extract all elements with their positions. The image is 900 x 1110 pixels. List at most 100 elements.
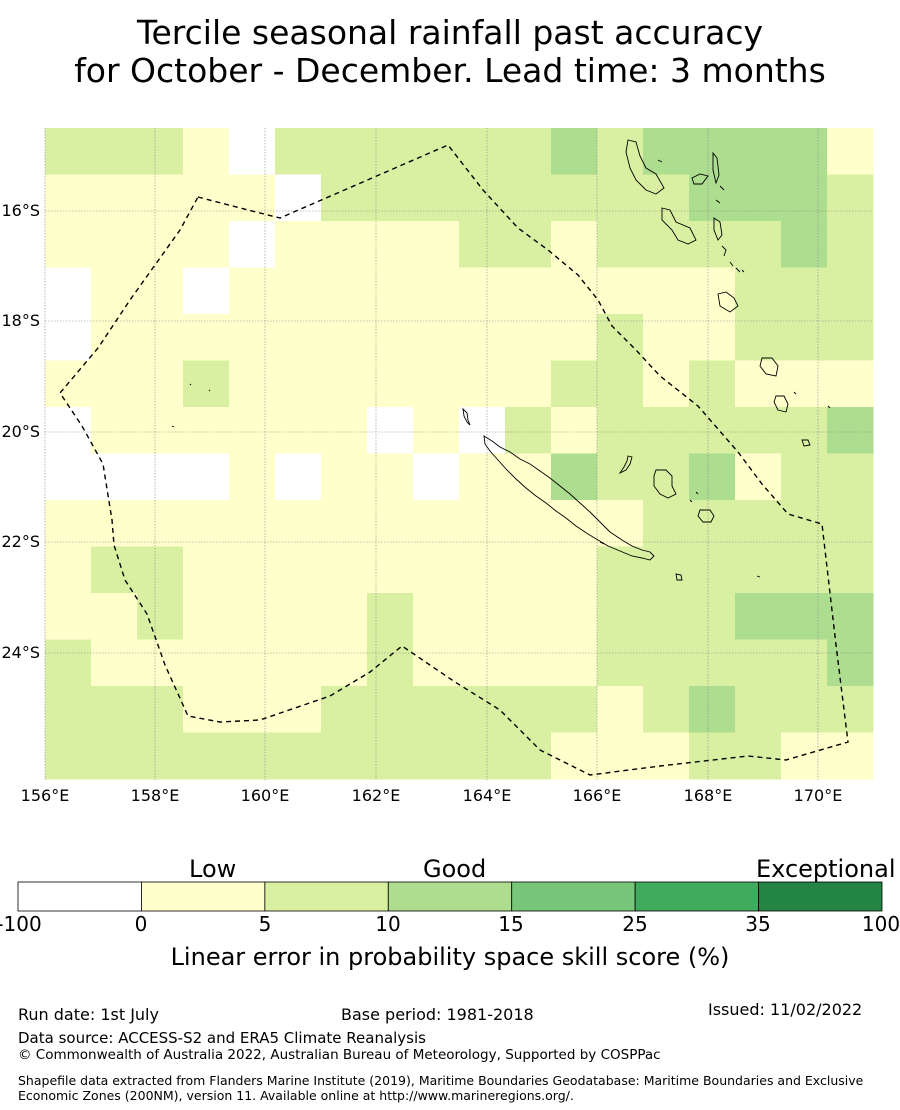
grid-cell xyxy=(275,732,322,780)
grid-cell xyxy=(137,267,184,315)
longitude-label: 160°E xyxy=(240,786,290,805)
grid-cell xyxy=(505,639,552,687)
category-label-good: Good xyxy=(423,855,487,883)
grid-cell xyxy=(137,732,184,780)
grid-cell xyxy=(183,360,230,408)
colorbar-segment xyxy=(264,881,389,912)
grid-cell xyxy=(229,128,276,175)
grid-cell xyxy=(91,407,138,454)
grid-cell xyxy=(505,453,552,501)
grid-cell xyxy=(413,500,460,547)
grid-cell xyxy=(229,593,276,640)
grid-cell xyxy=(781,500,828,547)
grid-cell xyxy=(505,593,552,640)
grid-cell xyxy=(229,174,276,222)
grid-cell xyxy=(91,360,138,408)
grid-cell xyxy=(735,593,782,640)
grid-cell xyxy=(367,128,414,175)
grid-cell xyxy=(367,500,414,547)
grid-cell xyxy=(183,593,230,640)
grid-cell xyxy=(229,686,276,733)
grid-cell xyxy=(551,360,598,408)
grid-cell xyxy=(459,500,506,547)
graticule xyxy=(44,128,872,780)
grid-cell xyxy=(551,732,598,780)
grid-cell xyxy=(459,639,506,687)
grid-cell xyxy=(505,221,552,268)
grid-cell xyxy=(689,128,736,175)
grid-cell xyxy=(413,686,460,733)
lifou-island xyxy=(653,469,677,499)
grid-cell xyxy=(137,221,184,268)
latitude-label: 24°S xyxy=(1,643,40,662)
colorbar-tick: 10 xyxy=(375,912,401,936)
grid-cell xyxy=(735,453,782,501)
grid-cell xyxy=(321,593,368,640)
grid-cell xyxy=(275,593,322,640)
grid-cell xyxy=(45,174,92,222)
grid-cell xyxy=(45,546,92,594)
grid-cell xyxy=(229,360,276,408)
grid-cell xyxy=(137,174,184,222)
grid-cell xyxy=(275,360,322,408)
grid-cell xyxy=(689,407,736,454)
grid-cell xyxy=(597,639,644,687)
maritime-boundary xyxy=(59,144,849,776)
grid-cell xyxy=(91,732,138,780)
longitude-label: 164°E xyxy=(462,786,512,805)
colorbar-tick: -100 xyxy=(0,912,42,936)
ouvea-island xyxy=(618,455,633,475)
grid-cell xyxy=(137,500,184,547)
grid-cell xyxy=(597,221,644,268)
grid-cell xyxy=(827,593,874,640)
grid-cell xyxy=(689,639,736,687)
longitude-label: 156°E xyxy=(20,786,70,805)
grid-cell xyxy=(551,546,598,594)
grid-cell xyxy=(275,128,322,175)
grid-cell xyxy=(45,267,92,315)
grid-cell xyxy=(275,407,322,454)
grid-cell xyxy=(551,407,598,454)
espiritu-santo xyxy=(625,139,665,195)
grid-cell xyxy=(551,221,598,268)
colorbar-segment xyxy=(141,881,266,912)
grid-cell xyxy=(367,686,414,733)
grid-cell xyxy=(367,593,414,640)
latitude-label: 18°S xyxy=(1,311,40,330)
grid-cell xyxy=(45,453,92,501)
grid-cell xyxy=(45,732,92,780)
grid-cell xyxy=(367,407,414,454)
grid-cell xyxy=(321,407,368,454)
shapefile-credit: Shapefile data extracted from Flanders M… xyxy=(18,1073,864,1103)
grid-cell xyxy=(597,593,644,640)
grid-cell xyxy=(597,453,644,501)
grid-cell xyxy=(643,500,690,547)
grid-cell xyxy=(229,221,276,268)
grid-cell xyxy=(229,732,276,780)
grid-cell xyxy=(643,732,690,780)
grid-cell xyxy=(367,546,414,594)
grid-cell xyxy=(367,221,414,268)
grid-cell xyxy=(781,453,828,501)
grid-cell xyxy=(689,546,736,594)
grid-cell xyxy=(781,267,828,315)
grid-cell xyxy=(459,546,506,594)
title-line-2: for October - December. Lead time: 3 mon… xyxy=(74,51,826,90)
grid-cell xyxy=(91,267,138,315)
grid-cell xyxy=(643,128,690,175)
grid-cell xyxy=(183,267,230,315)
grid-cell xyxy=(643,267,690,315)
grid-cell xyxy=(735,314,782,361)
grid-cell xyxy=(91,314,138,361)
grid-cell xyxy=(275,686,322,733)
colorbar-segment xyxy=(758,881,883,912)
grid-cell xyxy=(275,639,322,687)
grid-cell xyxy=(137,546,184,594)
grid-cell xyxy=(597,732,644,780)
grid-cell xyxy=(413,546,460,594)
skill-grid xyxy=(45,128,874,780)
grid-cell xyxy=(91,221,138,268)
grid-cell xyxy=(459,174,506,222)
grid-cell xyxy=(413,453,460,501)
grid-cell xyxy=(551,639,598,687)
